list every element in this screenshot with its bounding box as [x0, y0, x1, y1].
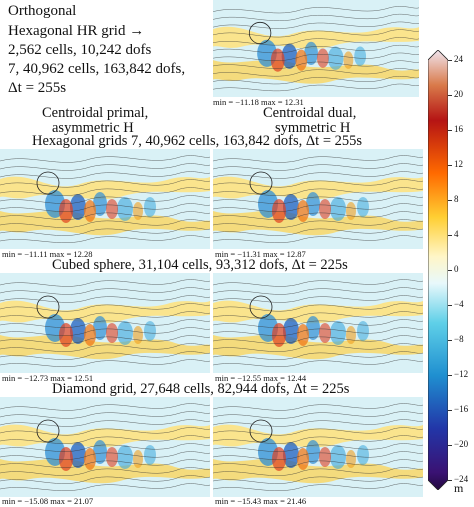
row-1-heading: Hexagonal grids 7, 40,962 cells, 163,842… [32, 133, 363, 149]
intro-line-3: 2,562 cells, 10,242 dofs [8, 42, 152, 58]
colorbar-tick-label: 12 [454, 159, 463, 169]
colorbar-tick-label: 16 [454, 124, 463, 134]
colorbar-tick [448, 480, 452, 481]
colorbar-tick [448, 375, 452, 376]
colorbar-tick [448, 410, 452, 411]
row-2-right-stats: min = −12.55 max = 12.44 [215, 373, 307, 383]
row-1-left-stats: min = −11.11 max = 12.28 [2, 249, 93, 259]
intro-line-5: Δt = 255s [8, 80, 67, 96]
intro-line-4: 7, 40,962 cells, 163,842 dofs, [8, 61, 186, 77]
row-1-right-stats: min = −11.31 max = 12.87 [215, 249, 306, 259]
colorbar-tick-label: 0 [454, 264, 459, 274]
row-2-left-stats: min = −12.73 max = 12.51 [2, 373, 94, 383]
right-column-subtitle: symmetric H [275, 120, 351, 136]
colorbar-tick [448, 165, 452, 166]
colorbar-tick-label: −16 [454, 404, 469, 414]
row-3-right-map [213, 397, 423, 497]
row-1-right-map [213, 149, 423, 249]
row-3-right-stats: min = −15.43 max = 21.46 [215, 496, 307, 506]
colorbar-tick-label: 20 [454, 89, 463, 99]
intro-line-1: Orthogonal [8, 3, 77, 19]
row-3-left-map [0, 397, 210, 497]
row-2-heading: Cubed sphere, 31,104 cells, 93,312 dofs,… [52, 257, 348, 273]
colorbar-tick-label: 4 [454, 229, 459, 239]
colorbar [427, 49, 449, 491]
colorbar-tick-label: −4 [454, 299, 464, 309]
intro-line-2: Hexagonal HR grid → [8, 23, 145, 39]
row-1-left-map [0, 149, 210, 249]
row-2-right-map [213, 273, 423, 373]
colorbar-tick-label: −8 [454, 334, 464, 344]
colorbar-unit: m [454, 481, 464, 495]
colorbar-tick [448, 130, 452, 131]
colorbar-tick [448, 305, 452, 306]
colorbar-tick-label: −12 [454, 369, 469, 379]
colorbar-tick-label: 24 [454, 54, 463, 64]
colorbar-tick-label: −20 [454, 439, 469, 449]
colorbar-tick [448, 235, 452, 236]
colorbar-tick [448, 270, 452, 271]
left-column-title: Centroidal primal, [42, 105, 149, 121]
reference-stats: min = −11.18 max = 12.31 [213, 97, 304, 107]
colorbar-tick-label: −24 [454, 474, 469, 484]
colorbar-tick [448, 445, 452, 446]
colorbar-tick [448, 60, 452, 61]
colorbar-tick [448, 95, 452, 96]
left-column-subtitle: asymmetric H [52, 120, 134, 136]
row-3-heading: Diamond grid, 27,648 cells, 82,944 dofs,… [52, 381, 350, 397]
colorbar-tick-label: 8 [454, 194, 459, 204]
reference-map-panel [213, 0, 419, 97]
colorbar-tick [448, 340, 452, 341]
colorbar-tick [448, 200, 452, 201]
row-3-left-stats: min = −15.08 max = 21.07 [2, 496, 94, 506]
right-column-title: Centroidal dual, [263, 105, 357, 121]
row-2-left-map [0, 273, 210, 373]
